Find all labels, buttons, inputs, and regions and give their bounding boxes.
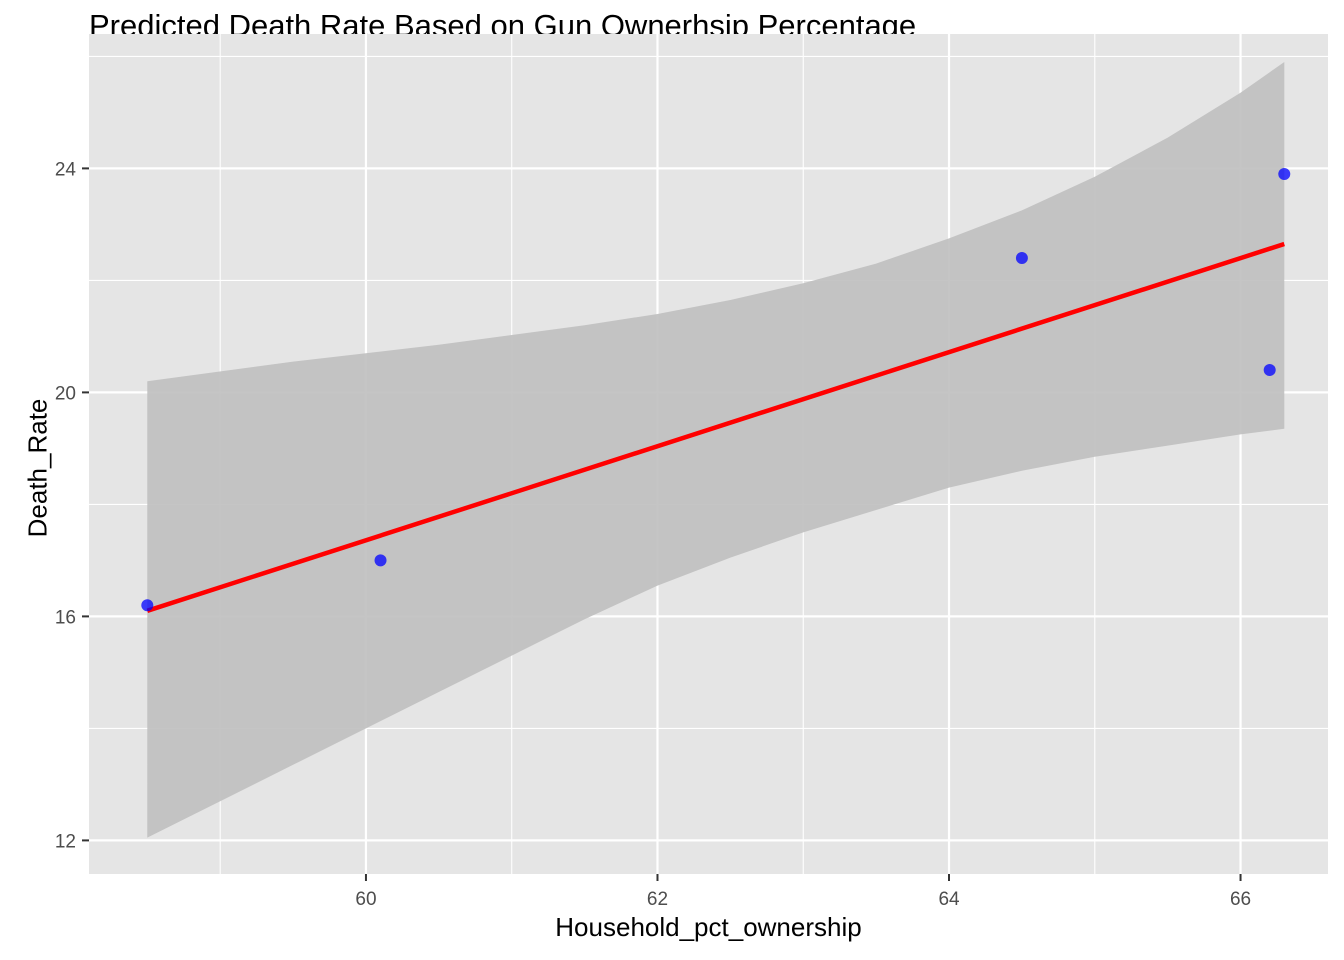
y-tick-label: 16 [55,607,76,628]
y-axis: 12 16 20 24 [55,159,89,852]
data-point [374,554,387,567]
data-point [1263,364,1276,376]
x-tick-label: 60 [355,889,376,910]
x-tick-label: 64 [938,889,960,910]
data-points [141,168,1291,612]
x-tick-label: 62 [647,889,668,910]
y-tick-label: 12 [55,831,76,852]
data-point [141,599,154,612]
data-point [1015,252,1028,264]
y-tick-label: 24 [55,159,77,180]
y-tick-label: 20 [55,383,76,404]
data-point [1278,168,1291,180]
y-axis-label: Death_Rate [22,398,53,538]
x-axis-label: Household_pct_ownership [555,912,862,942]
x-axis: 60 62 64 66 [355,874,1251,910]
regression-line [146,241,1285,613]
x-tick-label: 66 [1230,889,1251,910]
confidence-band [147,62,1285,838]
